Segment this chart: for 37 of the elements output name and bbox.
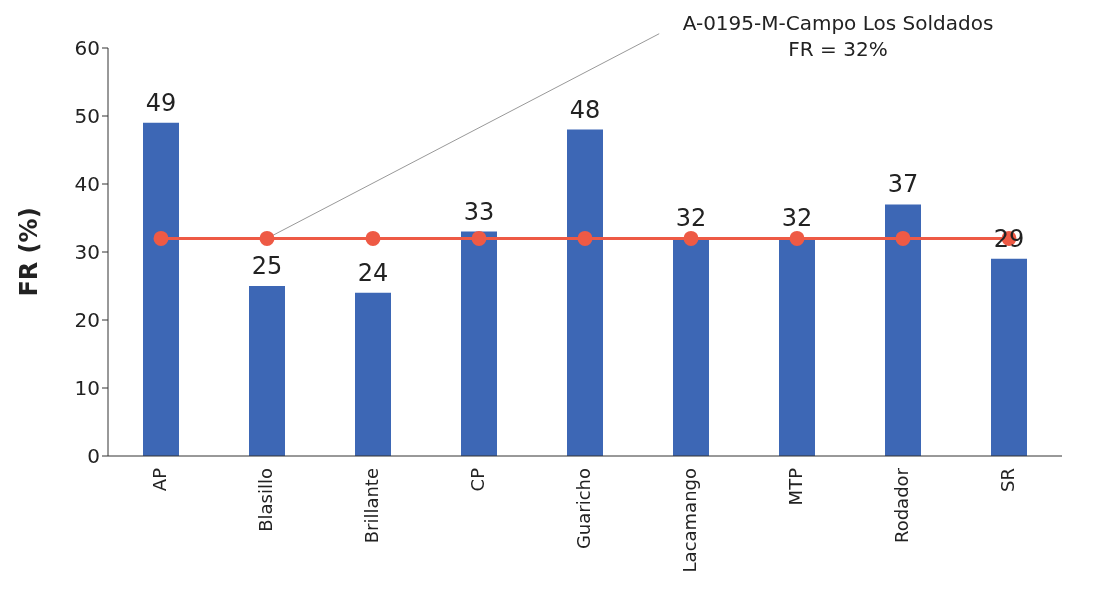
- bar: [249, 286, 285, 456]
- bar: [567, 129, 603, 456]
- bar: [355, 292, 391, 456]
- x-tick-label: Rodador: [890, 467, 912, 544]
- annotation: A-0195-M-Campo Los Soldados: [681, 10, 995, 36]
- y-tick-label: 60: [74, 36, 100, 61]
- data-label: 37: [887, 170, 919, 199]
- data-label: 25: [251, 252, 283, 280]
- x-tick-label: SR: [996, 468, 1018, 492]
- x-tick-label: Brillante: [360, 468, 382, 544]
- bar: [991, 258, 1027, 456]
- y-axis-title: FR (%): [14, 207, 43, 297]
- data-label: 29: [993, 224, 1025, 253]
- bar: [779, 238, 815, 456]
- x-tick-label: CP: [466, 467, 488, 492]
- data-label: 32: [675, 204, 707, 233]
- y-tick-label: 40: [74, 172, 100, 197]
- bar: [673, 238, 709, 456]
- y-tick-label: 10: [74, 376, 100, 401]
- x-tick-label: MTP: [784, 467, 806, 506]
- y-tick-label: 20: [74, 308, 100, 333]
- bar: [143, 122, 179, 456]
- data-label: 48: [569, 95, 601, 124]
- x-tick-label: Lacamango: [678, 468, 700, 573]
- bar: [461, 231, 497, 456]
- x-tick-label: AP: [148, 467, 170, 492]
- data-label: 33: [463, 197, 495, 226]
- y-tick-label: 0: [87, 444, 100, 469]
- x-tick-label: Blasillo: [254, 468, 276, 532]
- x-tick-label: Guaricho: [572, 468, 594, 550]
- data-label: 24: [357, 258, 389, 287]
- data-label: 32: [781, 204, 813, 233]
- bar: [885, 204, 921, 456]
- y-tick-label: 30: [74, 240, 100, 265]
- annotation: FR = 32%: [787, 36, 889, 62]
- y-tick-label: 50: [74, 104, 100, 129]
- data-label: 49: [145, 88, 177, 117]
